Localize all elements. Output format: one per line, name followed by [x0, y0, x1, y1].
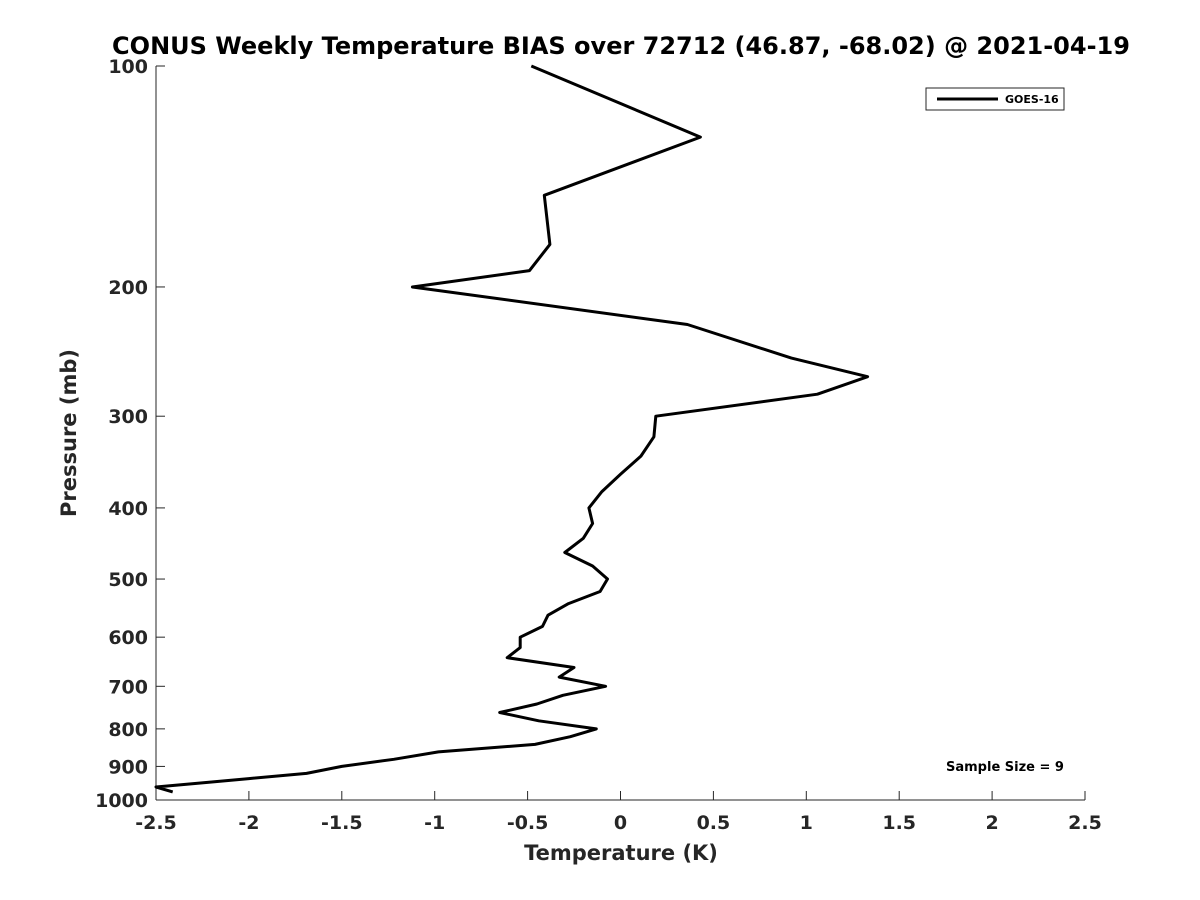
y-tick-label: 900 — [108, 756, 148, 778]
plot-area: -2.5 -2 -1.5 -1 -0.5 0 0.5 1 1.5 2 2.5 100 200 300 40… — [95, 56, 1102, 834]
x-tick-label: 1.5 — [882, 812, 916, 834]
y-tick-label: 300 — [108, 406, 148, 428]
y-tick-label: 1000 — [95, 790, 148, 812]
x-tick-label: -1 — [424, 812, 445, 834]
x-tick-label: 2 — [985, 812, 998, 834]
series-line-goes-16 — [154, 64, 870, 794]
y-tick-label: 600 — [108, 627, 148, 649]
y-tick-label: 500 — [108, 569, 148, 591]
chart-title: CONUS Weekly Temperature BIAS over 72712… — [112, 32, 1130, 60]
x-tick-label: -2 — [238, 812, 259, 834]
y-tick-label: 200 — [108, 277, 148, 299]
y-tick-label: 100 — [108, 56, 148, 78]
x-axis-label: Temperature (K) — [524, 841, 718, 865]
x-tick-label: -0.5 — [507, 812, 549, 834]
y-tick-label: 400 — [108, 498, 148, 520]
x-tick-label: -2.5 — [135, 812, 177, 834]
x-tick-label: 0.5 — [697, 812, 731, 834]
legend-label-goes-16: GOES-16 — [1005, 93, 1059, 106]
series-layer — [154, 64, 870, 794]
x-tick-label: 1 — [800, 812, 813, 834]
x-ticks: -2.5 -2 -1.5 -1 -0.5 0 0.5 1 1.5 2 2.5 — [135, 791, 1102, 834]
x-tick-label: -1.5 — [321, 812, 363, 834]
x-tick-label: 2.5 — [1068, 812, 1102, 834]
y-ticks: 100 200 300 400 500 600 700 800 900 1000 — [95, 56, 165, 812]
y-tick-label: 700 — [108, 676, 148, 698]
x-tick-label: 0 — [614, 812, 627, 834]
sample-size-annotation: Sample Size = 9 — [946, 760, 1064, 775]
legend: GOES-16 — [925, 87, 1065, 111]
y-tick-label: 800 — [108, 719, 148, 741]
y-axis-label: Pressure (mb) — [57, 349, 81, 517]
